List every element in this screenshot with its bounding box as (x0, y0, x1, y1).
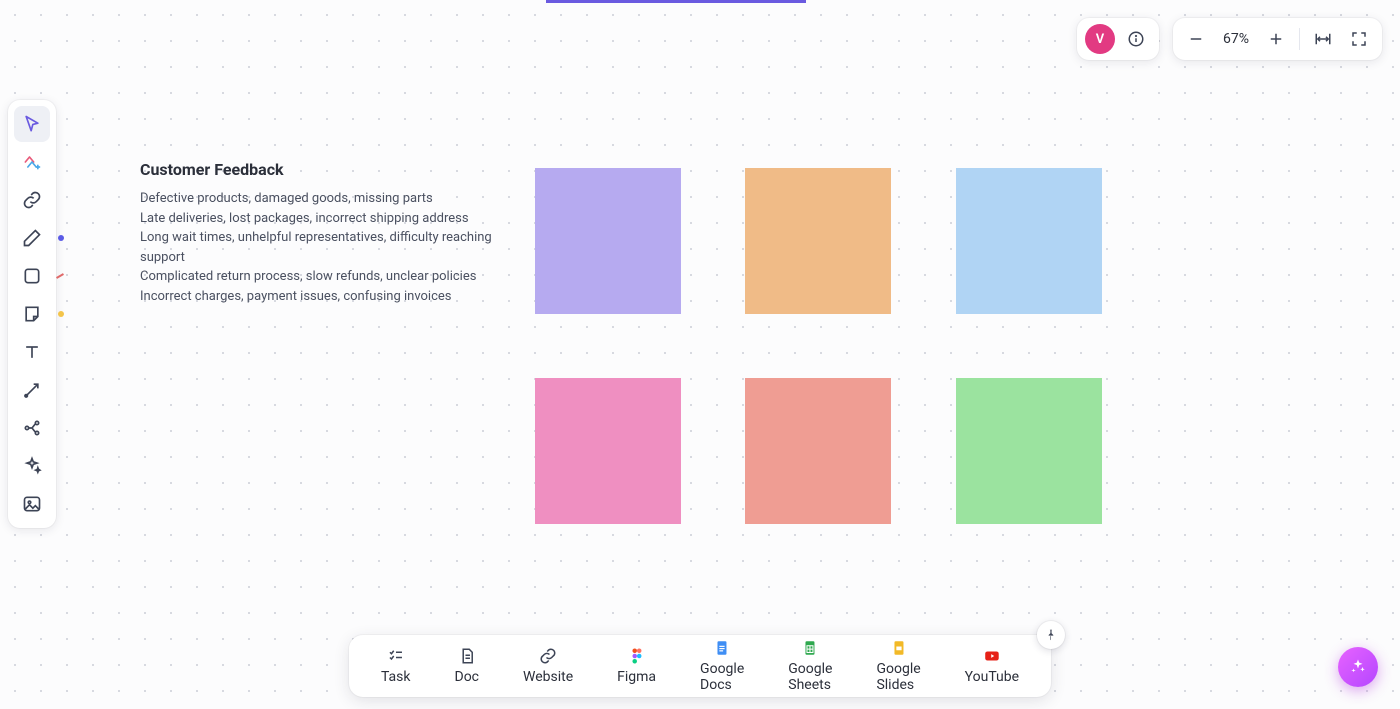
info-button[interactable] (1121, 24, 1151, 54)
image-tool[interactable] (14, 486, 50, 522)
text-line: Long wait times, unhelpful representativ… (140, 228, 500, 267)
zoom-controls-pill: 67% (1173, 18, 1382, 60)
ai-tool[interactable] (14, 144, 50, 180)
connector-tool[interactable] (14, 372, 50, 408)
dock-item-task[interactable]: Task (359, 635, 433, 697)
gslide-icon (890, 639, 908, 657)
sticky-note[interactable] (956, 378, 1102, 524)
text-block-title: Customer Feedback (140, 160, 500, 179)
dock-item-label: Figma (617, 669, 656, 685)
mindmap-tool[interactable] (14, 410, 50, 446)
zoom-level-label: 67% (1217, 31, 1255, 47)
sticky-note[interactable] (745, 168, 891, 314)
dock-item-google-docs[interactable]: Google Docs (678, 635, 766, 697)
user-info-pill: V (1077, 18, 1159, 60)
divider (1299, 28, 1300, 50)
doc-icon (458, 647, 476, 665)
top-active-indicator (546, 0, 806, 3)
dock-item-label: Google Docs (700, 661, 744, 693)
dock-item-label: Website (523, 669, 573, 685)
text-line: Complicated return process, slow refunds… (140, 267, 500, 287)
left-toolbar (8, 100, 56, 528)
sticky-note[interactable] (535, 168, 681, 314)
bottom-dock: Task Doc Website Figma Google Docs Google She… (349, 635, 1051, 697)
avatar-letter: V (1096, 32, 1104, 47)
avatar[interactable]: V (1085, 24, 1115, 54)
text-line: Late deliveries, lost packages, incorrec… (140, 209, 500, 229)
gsheet-icon (801, 639, 819, 657)
dock-item-label: Google Slides (876, 661, 920, 693)
zoom-in-button[interactable] (1261, 24, 1291, 54)
sticky-note[interactable] (535, 378, 681, 524)
dock-item-youtube[interactable]: YouTube (943, 635, 1041, 697)
fullscreen-button[interactable] (1344, 24, 1374, 54)
text-line: Incorrect charges, payment issues, confu… (140, 287, 500, 307)
zoom-out-button[interactable] (1181, 24, 1211, 54)
text-line: Defective products, damaged goods, missi… (140, 189, 500, 209)
fit-width-button[interactable] (1308, 24, 1338, 54)
gdoc-icon (713, 639, 731, 657)
dock-item-website[interactable]: Website (501, 635, 595, 697)
sticky-note[interactable] (745, 378, 891, 524)
select-tool[interactable] (14, 106, 50, 142)
task-icon (387, 647, 405, 665)
dock-item-label: Task (381, 669, 411, 685)
draw-tool[interactable] (14, 220, 50, 256)
top-right-controls: V 67% (1077, 18, 1382, 60)
website-icon (539, 647, 557, 665)
magic-tool[interactable] (14, 448, 50, 484)
draw-tool-color-dot (58, 235, 64, 241)
dock-item-label: Google Sheets (788, 661, 832, 693)
dock-item-doc[interactable]: Doc (433, 635, 502, 697)
dock-item-figma[interactable]: Figma (595, 635, 678, 697)
dock-item-google-slides[interactable]: Google Slides (854, 635, 942, 697)
dock-item-label: Doc (455, 669, 480, 685)
text-block-body: Defective products, damaged goods, missi… (140, 189, 500, 306)
dock-item-label: YouTube (965, 669, 1019, 685)
dock-item-google-sheets[interactable]: Google Sheets (766, 635, 854, 697)
text-tool[interactable] (14, 334, 50, 370)
youtube-icon (983, 647, 1001, 665)
whiteboard-canvas[interactable] (0, 0, 1400, 709)
figma-icon (628, 647, 646, 665)
text-block[interactable]: Customer Feedback Defective products, da… (140, 160, 500, 306)
link-tool[interactable] (14, 182, 50, 218)
ai-fab-button[interactable] (1338, 647, 1378, 687)
sticky-tool-color-dot (58, 311, 64, 317)
pin-dock-button[interactable] (1037, 621, 1065, 649)
sticky-note[interactable] (956, 168, 1102, 314)
shape-tool[interactable] (14, 258, 50, 294)
sticky-tool[interactable] (14, 296, 50, 332)
